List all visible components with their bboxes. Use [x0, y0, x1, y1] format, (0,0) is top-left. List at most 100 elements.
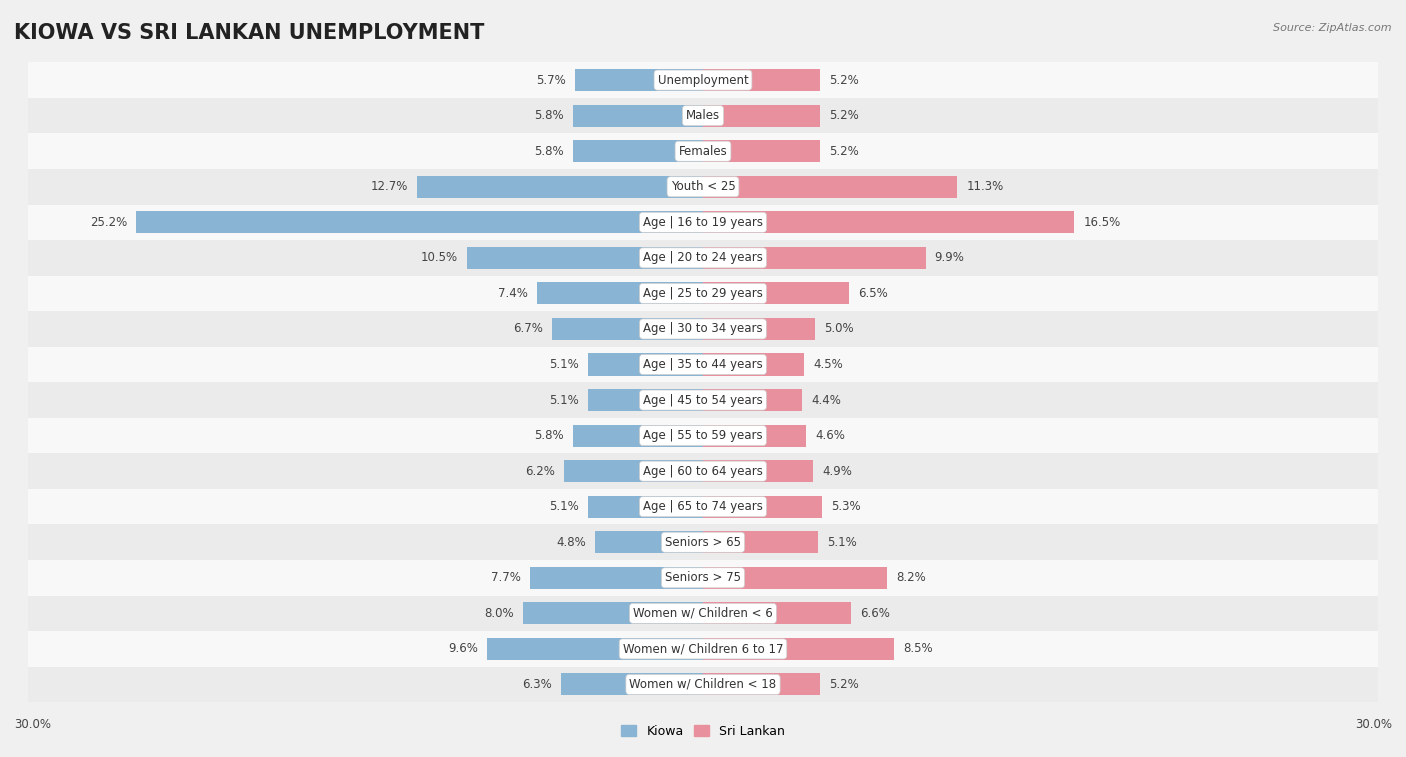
Text: 4.6%: 4.6% — [815, 429, 845, 442]
Text: Age | 25 to 29 years: Age | 25 to 29 years — [643, 287, 763, 300]
Bar — [564, 460, 703, 482]
Bar — [703, 282, 849, 304]
Bar — [28, 596, 1378, 631]
Bar — [575, 69, 703, 91]
Bar — [537, 282, 703, 304]
Text: 10.5%: 10.5% — [420, 251, 458, 264]
Text: Age | 35 to 44 years: Age | 35 to 44 years — [643, 358, 763, 371]
Text: 4.9%: 4.9% — [823, 465, 852, 478]
Bar — [588, 389, 703, 411]
Bar — [28, 62, 1378, 98]
Bar — [553, 318, 703, 340]
Bar — [28, 204, 1378, 240]
Text: Age | 65 to 74 years: Age | 65 to 74 years — [643, 500, 763, 513]
Bar — [572, 425, 703, 447]
Text: 6.7%: 6.7% — [513, 322, 543, 335]
Text: Females: Females — [679, 145, 727, 157]
Text: Youth < 25: Youth < 25 — [671, 180, 735, 193]
Text: 5.8%: 5.8% — [534, 109, 564, 122]
Text: 5.3%: 5.3% — [831, 500, 860, 513]
Bar — [28, 169, 1378, 204]
Text: Age | 60 to 64 years: Age | 60 to 64 years — [643, 465, 763, 478]
Text: Seniors > 65: Seniors > 65 — [665, 536, 741, 549]
Text: Women w/ Children < 18: Women w/ Children < 18 — [630, 678, 776, 691]
Text: 6.6%: 6.6% — [860, 607, 890, 620]
Bar — [703, 567, 887, 589]
Text: Age | 55 to 59 years: Age | 55 to 59 years — [643, 429, 763, 442]
Bar — [28, 489, 1378, 525]
Bar — [28, 382, 1378, 418]
Text: 8.5%: 8.5% — [903, 643, 932, 656]
Text: 5.1%: 5.1% — [550, 500, 579, 513]
Bar — [530, 567, 703, 589]
Bar — [703, 318, 815, 340]
Text: 4.4%: 4.4% — [811, 394, 841, 407]
Bar — [703, 496, 823, 518]
Text: Age | 45 to 54 years: Age | 45 to 54 years — [643, 394, 763, 407]
Bar — [136, 211, 703, 233]
Bar — [28, 276, 1378, 311]
Text: 25.2%: 25.2% — [90, 216, 127, 229]
Bar — [588, 354, 703, 375]
Text: 30.0%: 30.0% — [14, 718, 51, 731]
Bar — [703, 176, 957, 198]
Bar — [28, 347, 1378, 382]
Bar — [703, 211, 1074, 233]
Text: 8.2%: 8.2% — [897, 572, 927, 584]
Bar — [703, 425, 807, 447]
Text: 5.1%: 5.1% — [550, 358, 579, 371]
Bar — [703, 104, 820, 126]
Bar — [703, 460, 813, 482]
Text: 6.2%: 6.2% — [524, 465, 554, 478]
Text: 6.5%: 6.5% — [858, 287, 889, 300]
Text: 11.3%: 11.3% — [966, 180, 1004, 193]
Bar — [418, 176, 703, 198]
Text: 5.7%: 5.7% — [536, 73, 565, 86]
Text: Source: ZipAtlas.com: Source: ZipAtlas.com — [1274, 23, 1392, 33]
Text: 5.2%: 5.2% — [830, 73, 859, 86]
Text: 6.3%: 6.3% — [523, 678, 553, 691]
Bar — [28, 311, 1378, 347]
Bar — [28, 525, 1378, 560]
Bar — [486, 638, 703, 660]
Text: Age | 16 to 19 years: Age | 16 to 19 years — [643, 216, 763, 229]
Legend: Kiowa, Sri Lankan: Kiowa, Sri Lankan — [616, 720, 790, 743]
Bar — [703, 69, 820, 91]
Bar — [703, 638, 894, 660]
Text: 5.8%: 5.8% — [534, 145, 564, 157]
Text: 5.1%: 5.1% — [550, 394, 579, 407]
Text: Age | 30 to 34 years: Age | 30 to 34 years — [643, 322, 763, 335]
Text: 9.6%: 9.6% — [449, 643, 478, 656]
Text: 9.9%: 9.9% — [935, 251, 965, 264]
Text: Males: Males — [686, 109, 720, 122]
Bar — [703, 354, 804, 375]
Bar — [703, 603, 852, 625]
Text: 5.2%: 5.2% — [830, 109, 859, 122]
Text: 4.5%: 4.5% — [813, 358, 844, 371]
Bar — [703, 389, 801, 411]
Text: 4.8%: 4.8% — [557, 536, 586, 549]
Bar — [28, 631, 1378, 667]
Text: 5.2%: 5.2% — [830, 678, 859, 691]
Text: 7.4%: 7.4% — [498, 287, 527, 300]
Text: Unemployment: Unemployment — [658, 73, 748, 86]
Bar — [28, 453, 1378, 489]
Bar — [703, 674, 820, 696]
Bar — [28, 133, 1378, 169]
Text: 5.2%: 5.2% — [830, 145, 859, 157]
Text: 16.5%: 16.5% — [1083, 216, 1121, 229]
Bar — [28, 667, 1378, 702]
Text: Women w/ Children 6 to 17: Women w/ Children 6 to 17 — [623, 643, 783, 656]
Text: 12.7%: 12.7% — [371, 180, 408, 193]
Bar — [572, 140, 703, 162]
Bar — [703, 140, 820, 162]
Text: 5.1%: 5.1% — [827, 536, 856, 549]
Bar — [595, 531, 703, 553]
Bar — [523, 603, 703, 625]
Text: 5.0%: 5.0% — [824, 322, 853, 335]
Bar — [28, 240, 1378, 276]
Text: 5.8%: 5.8% — [534, 429, 564, 442]
Bar — [28, 98, 1378, 133]
Bar — [703, 531, 818, 553]
Bar — [467, 247, 703, 269]
